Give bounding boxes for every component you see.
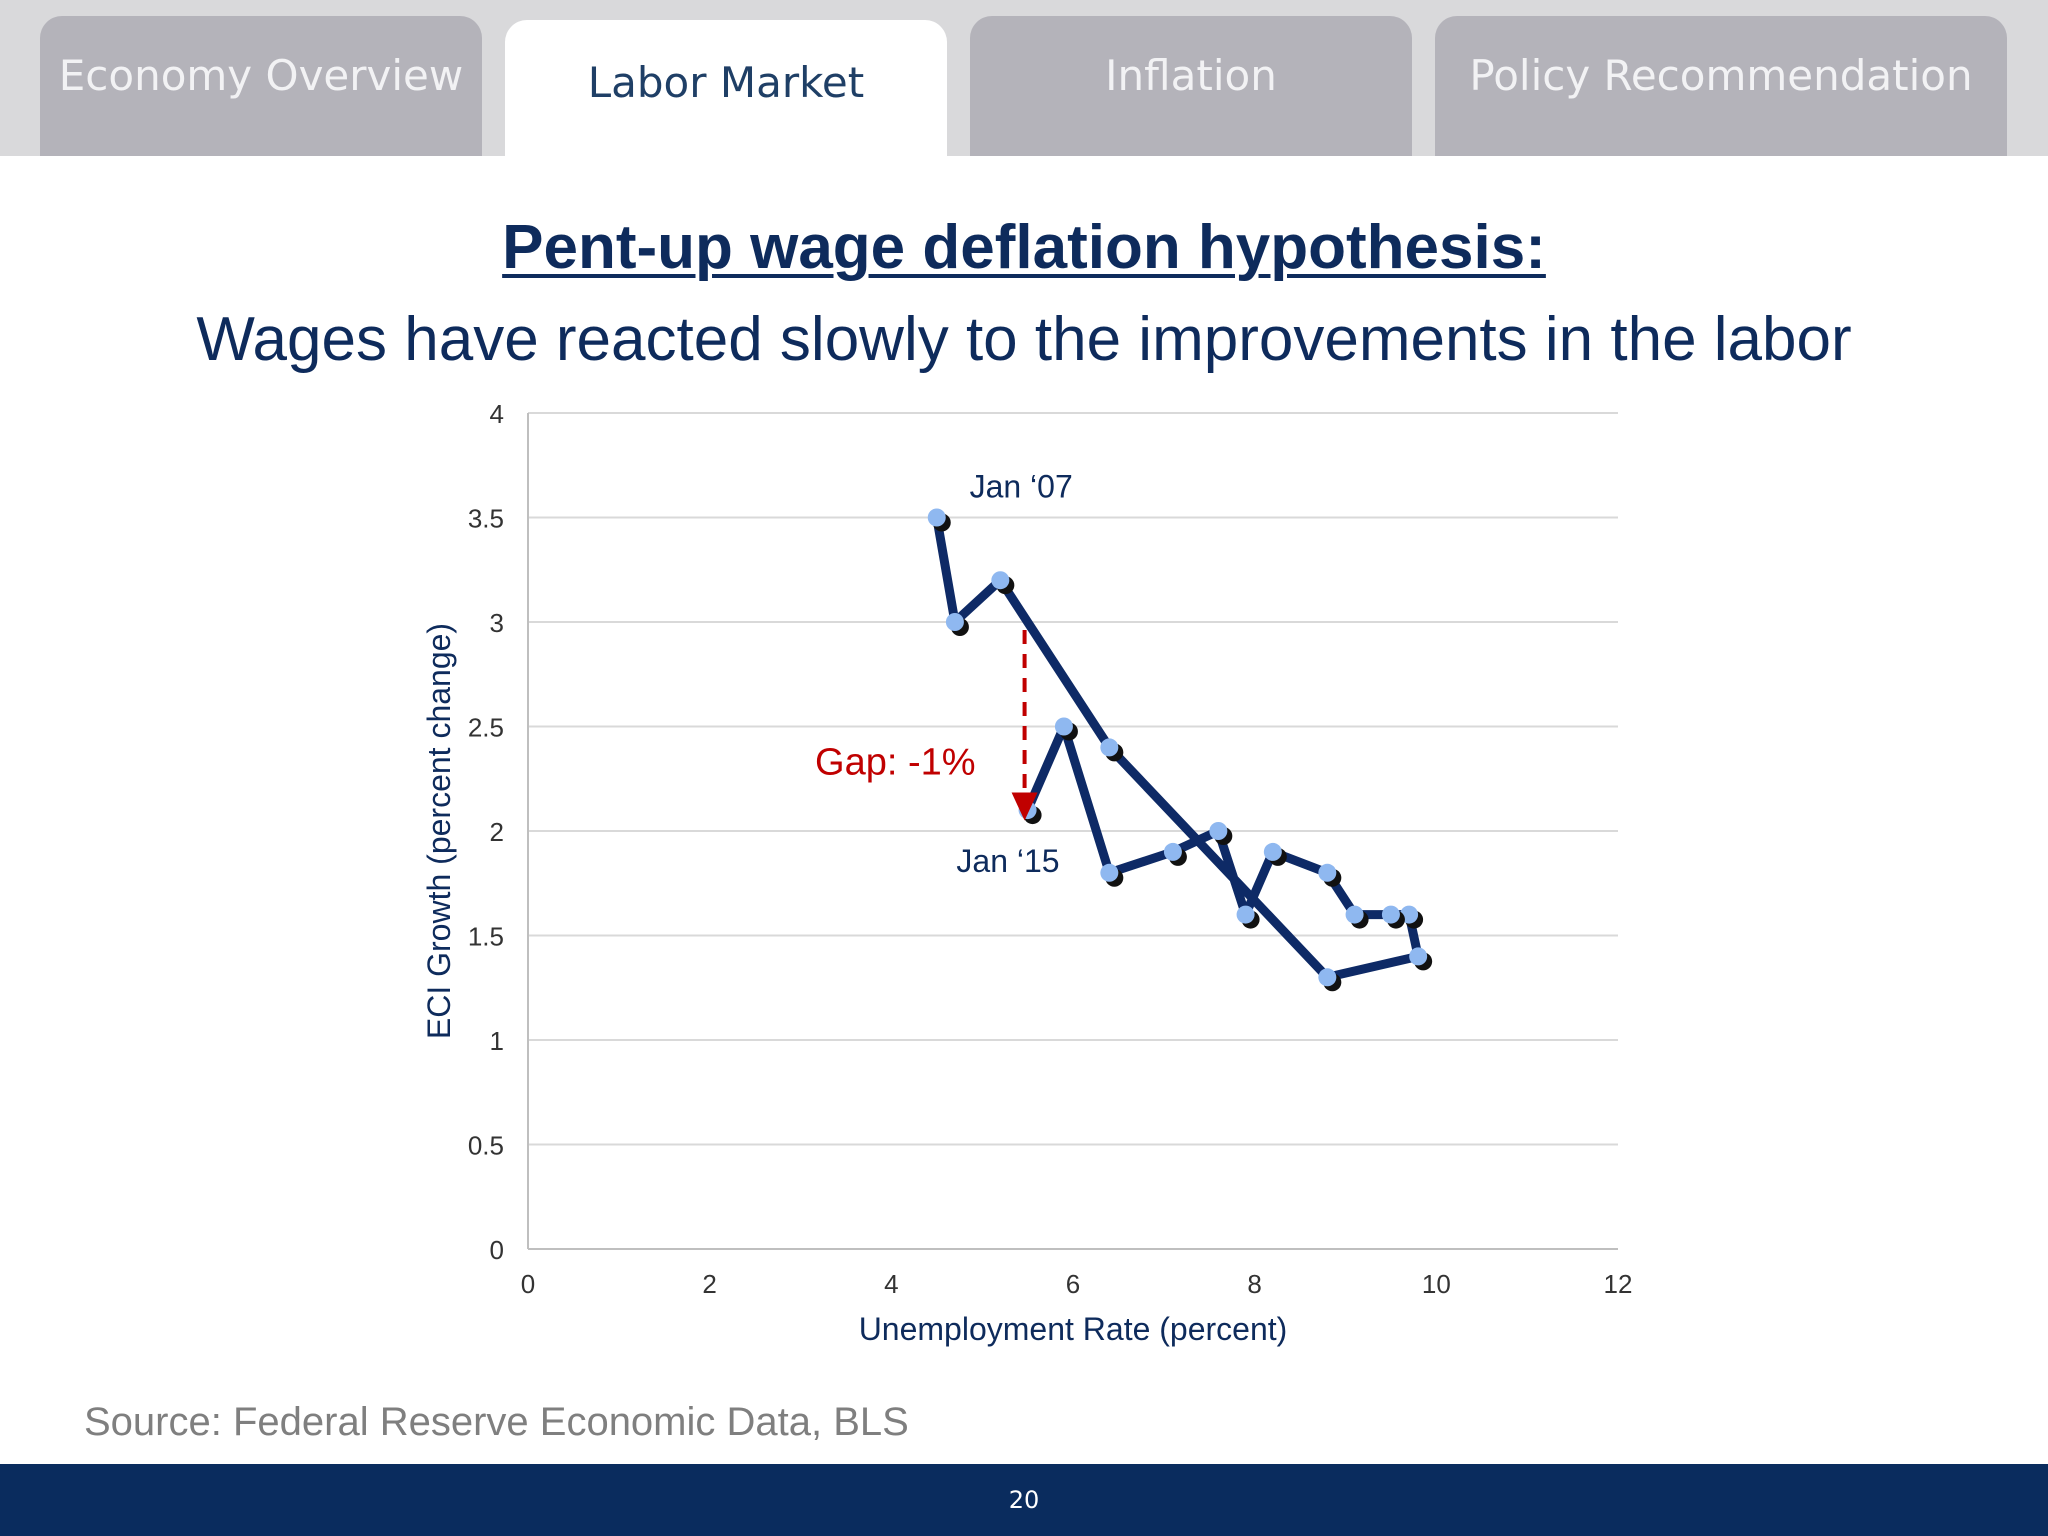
data-point-marker — [1345, 905, 1364, 924]
data-point-marker — [1054, 717, 1073, 736]
source-note: Source: Federal Reserve Economic Data, B… — [84, 1400, 909, 1444]
chart-axes — [527, 413, 1618, 1250]
y-tick-label: 1 — [490, 1026, 504, 1056]
y-tick-label: 1.5 — [468, 922, 504, 952]
series-markers — [927, 508, 1433, 992]
data-point-marker — [927, 508, 946, 527]
data-point-marker — [1100, 863, 1119, 882]
data-point-marker — [1209, 822, 1228, 840]
y-tick-labels: 0 0.5 1 1.5 2 2.5 3 3.5 4 — [468, 399, 504, 1265]
data-point — [1263, 842, 1287, 866]
x-tick-label: 10 — [1422, 1269, 1451, 1299]
x-tick-label: 12 — [1604, 1269, 1633, 1299]
y-tick-label: 0 — [490, 1235, 504, 1265]
tab-bar: Economy Overview Labor Market Inflation … — [0, 0, 2048, 156]
data-point-marker — [1318, 968, 1337, 987]
data-point — [945, 613, 969, 636]
y-tick-label: 0.5 — [468, 1131, 504, 1161]
annotation-gap: Gap: -1% — [815, 741, 976, 783]
data-point — [1163, 842, 1187, 866]
data-point — [1209, 822, 1233, 845]
data-point-marker — [945, 613, 964, 631]
y-tick-label: 3 — [490, 608, 504, 638]
data-point — [1409, 947, 1433, 971]
y-tick-label: 2 — [490, 817, 504, 847]
x-tick-labels: 0 2 4 6 8 10 12 — [521, 1269, 1633, 1299]
data-point — [927, 508, 951, 532]
data-point — [1236, 905, 1260, 929]
annotation-jan-15: Jan ‘15 — [956, 843, 1059, 879]
annotation-jan-07: Jan ‘07 — [970, 469, 1073, 505]
slide-title: Pent-up wage deflation hypothesis: — [502, 213, 1546, 282]
x-tick-label: 6 — [1066, 1269, 1080, 1299]
data-point — [1318, 863, 1342, 887]
chart-gridlines — [528, 412, 1618, 1146]
data-point-marker — [1381, 905, 1400, 924]
y-tick-label: 3.5 — [468, 504, 504, 534]
data-point-marker — [1100, 738, 1119, 757]
data-point-marker — [1409, 947, 1428, 966]
slide-subtitle: Wages have reacted slowly to the improve… — [196, 305, 1852, 374]
x-axis-label: Unemployment Rate (percent) — [859, 1311, 1288, 1347]
data-point — [1100, 738, 1124, 762]
x-tick-label: 2 — [702, 1269, 716, 1299]
x-tick-label: 0 — [521, 1269, 535, 1299]
tab-labor-market[interactable]: Labor Market — [505, 20, 947, 156]
data-point — [1100, 863, 1124, 887]
data-point — [1345, 905, 1369, 929]
data-point-marker — [1236, 905, 1255, 924]
data-point — [1318, 968, 1342, 992]
data-point-marker — [1318, 863, 1337, 882]
data-point-marker — [1263, 842, 1282, 861]
data-point — [1381, 905, 1405, 929]
data-point-marker — [1163, 842, 1182, 861]
y-axis-label: ECI Growth (percent change) — [421, 623, 457, 1039]
chart-annotations: Jan ‘07 Jan ‘15 Gap: -1% — [815, 469, 1073, 880]
y-tick-label: 2.5 — [468, 713, 504, 743]
x-tick-label: 8 — [1247, 1269, 1261, 1299]
y-tick-label: 4 — [490, 399, 504, 429]
tab-economy-overview[interactable]: Economy Overview — [40, 16, 482, 156]
data-point — [991, 571, 1015, 595]
tab-policy-recommendation[interactable]: Policy Recommendation — [1435, 16, 2007, 156]
data-point-marker — [991, 571, 1010, 590]
data-point — [1054, 717, 1078, 741]
tab-inflation[interactable]: Inflation — [970, 16, 1412, 156]
page-number: 20 — [1008, 1486, 1040, 1514]
x-tick-label: 4 — [884, 1269, 898, 1299]
gap-arrow-head — [1011, 792, 1038, 821]
footer-bar: 20 — [0, 1464, 2048, 1536]
